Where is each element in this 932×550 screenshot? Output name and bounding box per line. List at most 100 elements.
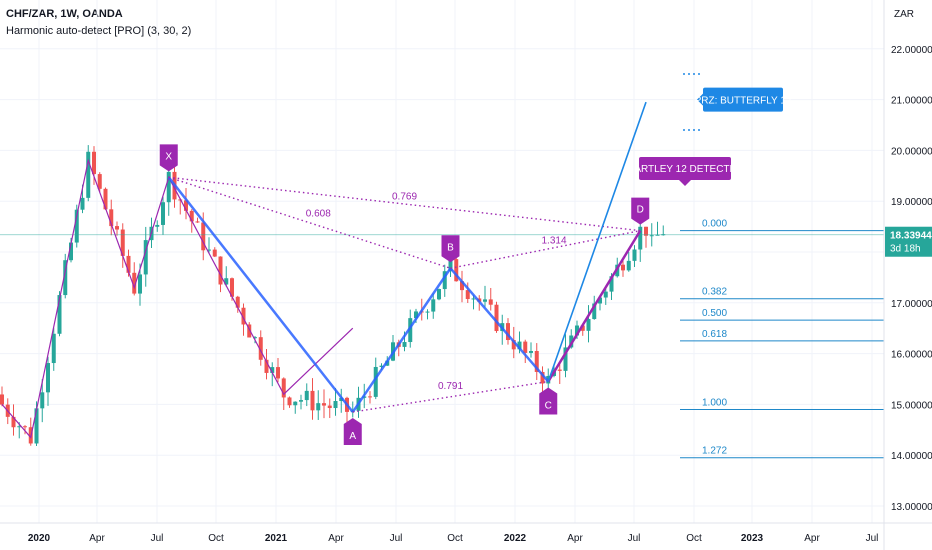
leg-XA bbox=[167, 176, 354, 413]
point-marker-x: X bbox=[159, 144, 178, 172]
prz-text: PRZ: BUTTERFLY 12 bbox=[695, 96, 792, 107]
candle-body bbox=[184, 200, 188, 211]
candle-body bbox=[333, 401, 338, 409]
candle-body bbox=[402, 342, 407, 347]
x-tick-label: 2020 bbox=[28, 533, 51, 544]
candle-body bbox=[442, 271, 447, 290]
last-price-tag: 18.33944 3d 18h bbox=[885, 226, 932, 257]
detected-pointer bbox=[679, 180, 691, 186]
candle-body bbox=[373, 366, 378, 397]
candle-body bbox=[632, 249, 637, 261]
detected-label-box: GARTLEY 12 DETECTED bbox=[627, 157, 743, 186]
chart-legend: CHF/ZAR, 1W, OANDA Harmonic auto-detect … bbox=[6, 6, 191, 40]
leg-AB bbox=[351, 267, 452, 413]
candle-body bbox=[270, 367, 275, 373]
candle-body bbox=[529, 350, 533, 353]
x-tick-label: Apr bbox=[804, 533, 820, 544]
last-price: 18.33944 bbox=[890, 231, 932, 242]
marker-shape bbox=[441, 235, 460, 263]
candle-body bbox=[609, 276, 614, 292]
candle-body bbox=[563, 347, 568, 371]
ratio-line-BD bbox=[450, 229, 641, 269]
candle-body bbox=[431, 299, 436, 312]
x-tick-label: 2021 bbox=[265, 533, 288, 544]
candle-body bbox=[120, 229, 125, 256]
candle-body bbox=[276, 367, 280, 379]
ratio-line-XD bbox=[168, 176, 641, 232]
grid bbox=[0, 0, 884, 523]
ratio-label: 0.791 bbox=[438, 381, 463, 392]
x-tick-label: Oct bbox=[208, 533, 224, 544]
candle-body bbox=[299, 400, 303, 402]
x-tick-label: Oct bbox=[686, 533, 702, 544]
candle-body bbox=[448, 259, 453, 272]
ratio-line-AC bbox=[352, 380, 549, 413]
candle-body bbox=[195, 221, 200, 223]
candles bbox=[0, 145, 666, 446]
candle-body bbox=[592, 303, 597, 320]
candle-body bbox=[224, 278, 229, 285]
candle-body bbox=[74, 209, 79, 243]
candle-body bbox=[506, 323, 510, 341]
candle-body bbox=[63, 260, 68, 296]
y-tick-label: 16.00000 bbox=[891, 350, 932, 361]
candle-body bbox=[322, 403, 326, 406]
candle-body bbox=[655, 234, 660, 236]
candle-body bbox=[46, 363, 50, 393]
candle-body bbox=[644, 226, 648, 236]
y-tick-label: 14.00000 bbox=[891, 451, 932, 462]
indicator-label[interactable]: Harmonic auto-detect [PRO] (3, 30, 2) bbox=[6, 25, 192, 37]
candle-body bbox=[580, 325, 585, 331]
currency-label: ZAR bbox=[894, 9, 914, 20]
candle-body bbox=[51, 333, 56, 364]
candle-body bbox=[483, 299, 487, 302]
point-marker-c: C bbox=[539, 387, 558, 415]
fib-label: 1.272 bbox=[702, 446, 727, 457]
candle-body bbox=[17, 426, 22, 428]
candle-body bbox=[488, 299, 493, 305]
candle-body bbox=[57, 295, 62, 334]
candle-body bbox=[621, 264, 625, 271]
candle-body bbox=[161, 202, 165, 225]
candle-body bbox=[316, 403, 321, 411]
x-tick-label: 2022 bbox=[504, 533, 527, 544]
x-tick-label: Apr bbox=[89, 533, 105, 544]
ratio-label: 0.608 bbox=[306, 208, 331, 219]
fib-levels: 0.000 0.382 0.500 0.618 1.000 1.272 bbox=[0, 219, 884, 459]
candle-body bbox=[115, 226, 119, 230]
candle-body bbox=[126, 255, 131, 273]
leg-CD bbox=[547, 230, 642, 383]
candle-body bbox=[649, 235, 654, 237]
marker-label: D bbox=[637, 205, 644, 216]
candle-body bbox=[408, 318, 413, 343]
candle-body bbox=[310, 390, 315, 411]
point-marker-a: A bbox=[343, 418, 362, 446]
candle-body bbox=[638, 226, 643, 250]
leg-BC bbox=[449, 267, 550, 383]
candle-body bbox=[368, 396, 372, 398]
candle-body bbox=[103, 188, 108, 210]
candle-body bbox=[86, 151, 91, 198]
candle-body bbox=[327, 405, 332, 409]
candle-body bbox=[34, 408, 39, 444]
marker-shape bbox=[539, 387, 558, 415]
candle-body bbox=[281, 378, 286, 398]
point-marker-b: B bbox=[441, 235, 460, 263]
candle-body bbox=[287, 397, 292, 406]
candle-body bbox=[189, 210, 194, 222]
symbol-label: CHF/ZAR, 1W, OANDA bbox=[6, 8, 123, 20]
candle-body bbox=[155, 224, 160, 227]
x-tick-label: Apr bbox=[567, 533, 583, 544]
x-tick-label: 2023 bbox=[741, 533, 764, 544]
candle-body bbox=[534, 350, 539, 372]
candle-body bbox=[540, 371, 545, 384]
candle-body bbox=[138, 274, 142, 294]
candle-body bbox=[517, 341, 522, 350]
fib-label: 0.000 bbox=[702, 219, 727, 230]
candle-body bbox=[603, 291, 608, 298]
candle-body bbox=[218, 256, 223, 285]
ratio-label: 0.769 bbox=[392, 192, 417, 203]
prz-label-box: PRZ: BUTTERFLY 12 bbox=[695, 87, 792, 112]
candle-body bbox=[557, 369, 562, 371]
